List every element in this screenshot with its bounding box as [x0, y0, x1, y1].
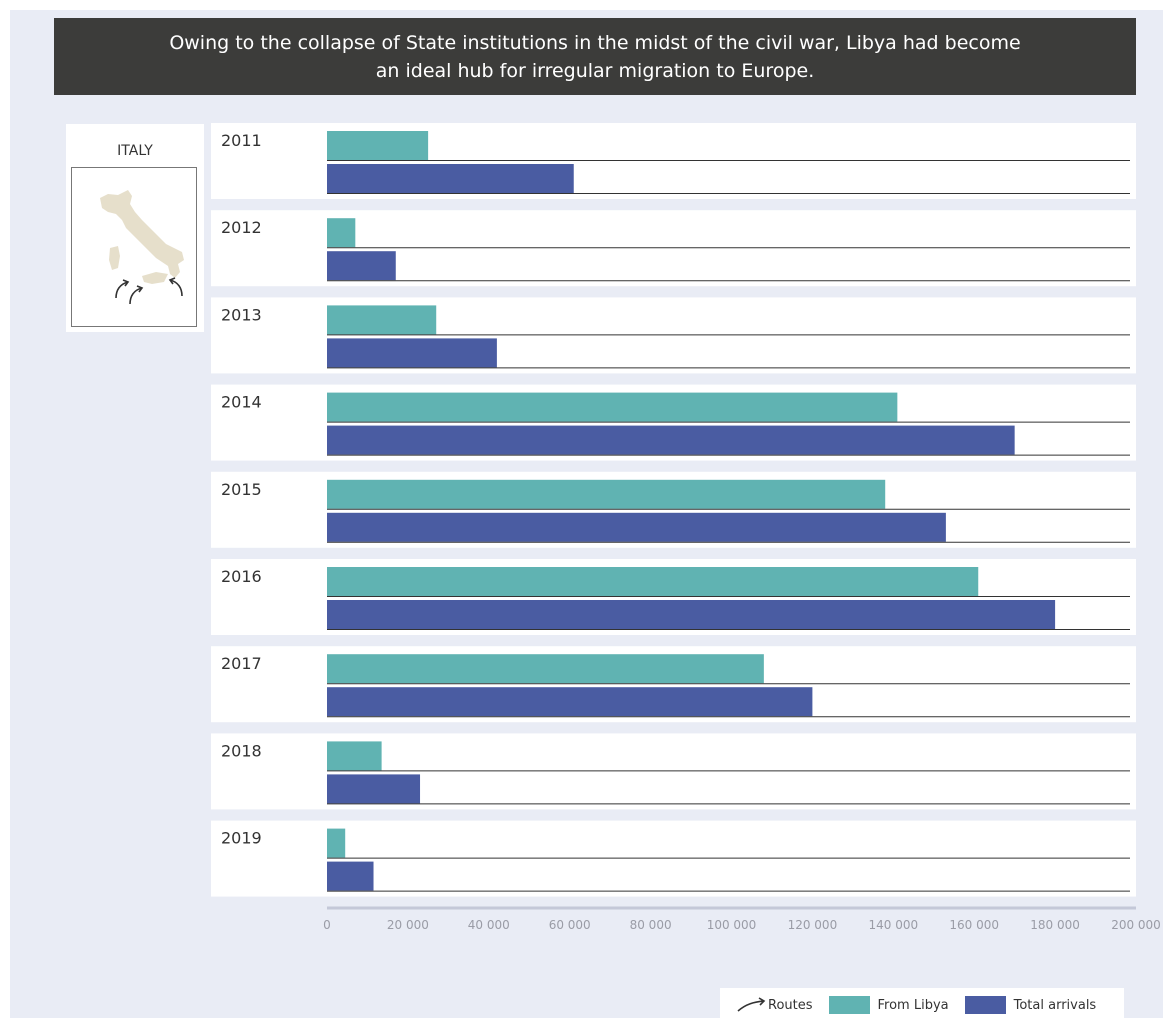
bar-from-libya-2017 [327, 654, 764, 684]
bar-total-2017 [327, 687, 813, 717]
route-arrowhead-right [168, 277, 176, 285]
x-tick-label: 0 [323, 918, 331, 932]
bar-total-2016 [327, 600, 1056, 629]
row-label-2015: 2015 [221, 480, 262, 499]
bar-total-2012 [327, 251, 396, 281]
x-tick-label: 60 000 [549, 918, 591, 932]
header-line-2: an ideal hub for irregular migration to … [375, 59, 815, 82]
legend-routes: Routes [736, 996, 813, 1014]
row-label-2011: 2011 [221, 131, 262, 150]
x-tick-label: 120 000 [788, 918, 838, 932]
x-tick-label: 40 000 [468, 918, 510, 932]
legend-routes-label: Routes [768, 997, 813, 1013]
x-tick-label: 160 000 [949, 918, 999, 932]
bar-from-libya-2015 [327, 479, 886, 509]
row-label-2018: 2018 [221, 741, 262, 760]
row-label-2014: 2014 [221, 393, 262, 412]
row-label-2013: 2013 [221, 305, 262, 324]
bar-total-2011 [327, 164, 574, 193]
italy-map-illustration [100, 190, 184, 305]
bar-from-libya-2013 [327, 305, 437, 335]
sardinia [109, 246, 120, 270]
x-tick-label: 20 000 [387, 918, 429, 932]
route-arrowhead-middle [136, 285, 144, 293]
bar-total-2014 [327, 425, 1015, 455]
bar-from-libya-2014 [327, 392, 898, 422]
header-line-1: Owing to the collapse of State instituti… [169, 31, 1021, 54]
legend-total: Total arrivals [964, 996, 1097, 1014]
bar-from-libya-2018 [327, 741, 382, 771]
row-label-2012: 2012 [221, 218, 262, 237]
bar-total-2018 [327, 774, 421, 804]
bar-from-libya-2011 [327, 131, 429, 160]
bar-from-libya-2016 [327, 567, 979, 596]
map-label: ITALY [117, 143, 153, 159]
x-tick-label: 180 000 [1030, 918, 1080, 932]
route-arrow-middle [129, 287, 143, 305]
bar-from-libya-2012 [327, 218, 356, 248]
route-arrow-right [169, 279, 183, 297]
row-label-2016: 2016 [221, 567, 262, 586]
map-card: ITALY [66, 124, 204, 332]
legend-total-swatch [964, 996, 1006, 1014]
italy-mainland [100, 190, 184, 278]
legend-from-libya-label: From Libya [877, 997, 949, 1013]
row-label-2017: 2017 [221, 654, 262, 673]
route-arrow-icon [737, 997, 766, 1012]
route-arrowhead-left [122, 279, 130, 287]
x-tick-label: 80 000 [630, 918, 672, 932]
legend-from-libya: From Libya [828, 996, 949, 1014]
legend-from-libya-swatch [828, 996, 870, 1014]
legend: Routes From Libya Total arrivals [720, 988, 1124, 1022]
x-tick-label: 140 000 [868, 918, 918, 932]
sicily [142, 272, 168, 284]
row-label-2019: 2019 [221, 829, 262, 848]
bar-total-2015 [327, 512, 946, 542]
chart-header: Owing to the collapse of State instituti… [54, 18, 1136, 95]
legend-total-label: Total arrivals [1013, 997, 1097, 1013]
x-tick-label: 100 000 [707, 918, 757, 932]
italy-map [71, 167, 197, 327]
x-tick-label: 200 000 [1111, 918, 1161, 932]
route-arrow-left [115, 281, 129, 299]
bar-from-libya-2019 [327, 828, 346, 858]
bar-total-2013 [327, 338, 497, 368]
bar-total-2019 [327, 861, 374, 891]
